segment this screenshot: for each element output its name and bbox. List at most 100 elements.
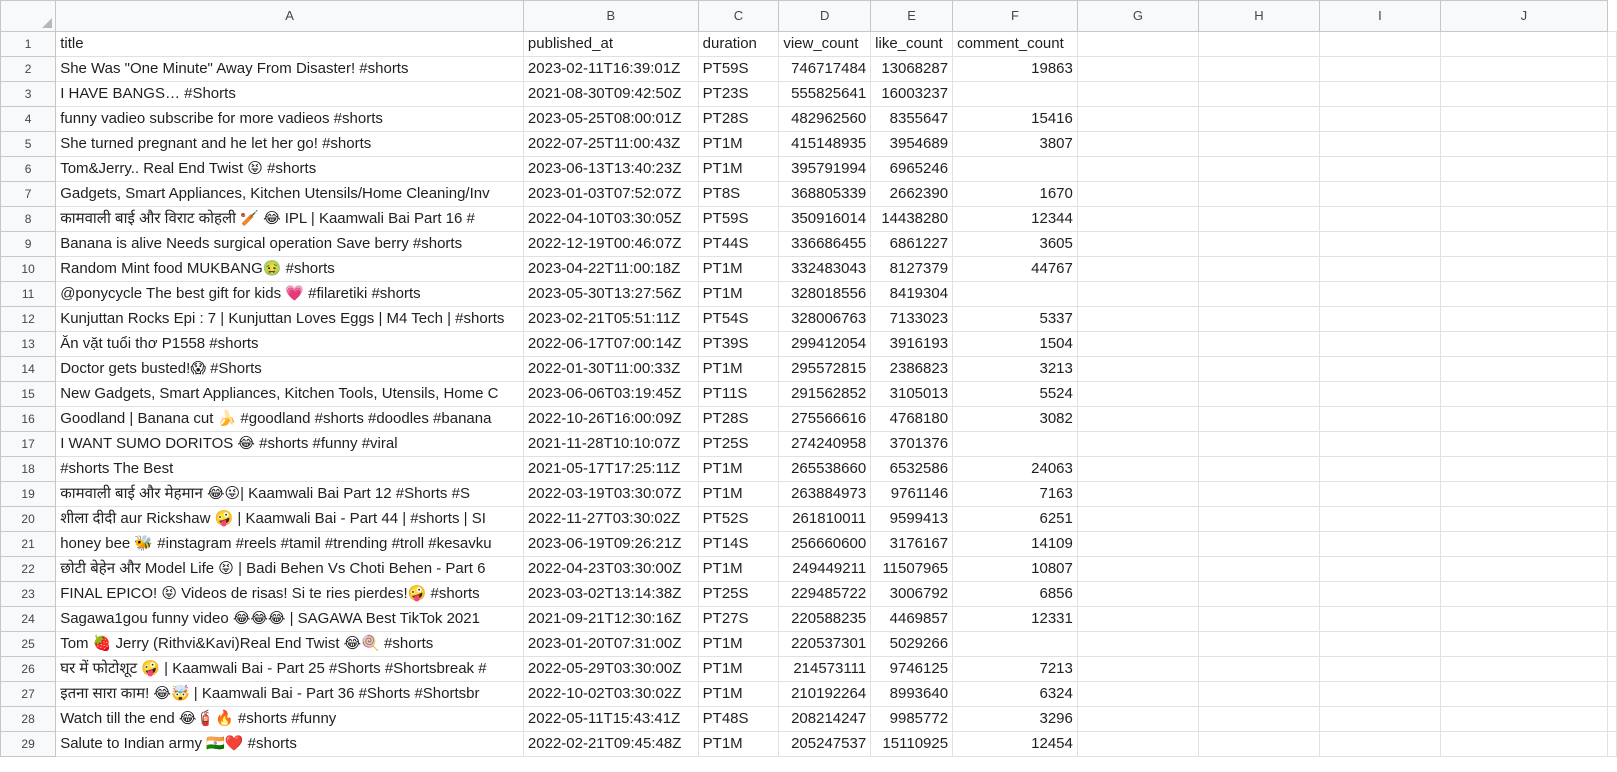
cell-duration[interactable]: PT48S	[697, 706, 780, 732]
row-number[interactable]: 7	[0, 181, 57, 207]
empty-cell[interactable]	[1076, 206, 1199, 232]
cell-title[interactable]: honey bee 🐝 #instagram #reels #tamil #tr…	[55, 531, 524, 557]
cell-comment-count[interactable]: 24063	[952, 456, 1078, 482]
cell-comment-count[interactable]: 3213	[952, 356, 1078, 382]
cell-published-at[interactable]: 2021-05-17T17:25:11Z	[522, 456, 699, 482]
empty-cell[interactable]	[1318, 81, 1441, 107]
cell-title[interactable]: Doctor gets busted!😱 #Shorts	[55, 356, 524, 382]
cell-duration[interactable]: PT59S	[697, 56, 780, 82]
empty-cell[interactable]	[1076, 706, 1199, 732]
empty-cell[interactable]	[1439, 356, 1609, 382]
row-number[interactable]: 16	[0, 406, 57, 432]
empty-cell[interactable]	[1197, 431, 1320, 457]
cell-duration[interactable]: PT1M	[697, 556, 780, 582]
cell-view-count[interactable]: 256660600	[778, 531, 872, 557]
cell-view-count[interactable]: 274240958	[778, 431, 872, 457]
empty-cell[interactable]	[1197, 631, 1320, 657]
cell-title[interactable]: Sagawa1gou funny video 😂😂😂 | SAGAWA Best…	[55, 606, 524, 632]
empty-cell[interactable]	[1318, 131, 1441, 157]
empty-cell[interactable]	[1607, 581, 1617, 607]
empty-cell[interactable]	[1076, 356, 1199, 382]
cell-comment-count[interactable]: 6251	[952, 506, 1078, 532]
empty-cell[interactable]	[1439, 231, 1609, 257]
empty-cell[interactable]	[1318, 481, 1441, 507]
empty-cell[interactable]	[1197, 206, 1320, 232]
empty-cell[interactable]	[1607, 731, 1617, 757]
empty-cell[interactable]	[1076, 331, 1199, 357]
cell-duration[interactable]: PT1M	[697, 131, 780, 157]
empty-cell[interactable]	[1607, 606, 1617, 632]
cell-published-at[interactable]: 2023-02-21T05:51:11Z	[522, 306, 699, 332]
empty-cell[interactable]	[1318, 256, 1441, 282]
cell-like-count[interactable]: 11507965	[870, 556, 954, 582]
empty-cell[interactable]	[1439, 381, 1609, 407]
cell-comment-count[interactable]: 3082	[952, 406, 1078, 432]
empty-cell[interactable]	[1076, 731, 1199, 757]
empty-cell[interactable]	[1076, 306, 1199, 332]
cell-view-count[interactable]: 275566616	[778, 406, 872, 432]
row-number[interactable]: 1	[0, 31, 57, 57]
cell-comment-count[interactable]	[952, 281, 1078, 307]
cell-published-at[interactable]: 2022-04-10T03:30:05Z	[522, 206, 699, 232]
empty-cell[interactable]	[1197, 656, 1320, 682]
cell-like-count[interactable]: 7133023	[870, 306, 954, 332]
empty-cell[interactable]	[1076, 281, 1199, 307]
empty-cell[interactable]	[1439, 206, 1609, 232]
cell-title[interactable]: कामवाली बाई और मेहमान 😂😜| Kaamwali Bai P…	[55, 481, 524, 507]
empty-cell[interactable]	[1197, 81, 1320, 107]
cell-view-count[interactable]: 249449211	[778, 556, 872, 582]
cell-title[interactable]: इतना सारा काम! 😂🤯 | Kaamwali Bai - Part …	[55, 681, 524, 707]
row-number[interactable]: 10	[0, 256, 57, 282]
empty-cell[interactable]	[1439, 31, 1609, 57]
empty-cell[interactable]	[1076, 456, 1199, 482]
empty-cell[interactable]	[1197, 306, 1320, 332]
empty-cell[interactable]	[1318, 631, 1441, 657]
cell-title[interactable]: funny vadieo subscribe for more vadieos …	[55, 106, 524, 132]
empty-cell[interactable]	[1607, 456, 1617, 482]
cell-like-count[interactable]: 2662390	[870, 181, 954, 207]
cell-like-count[interactable]: 2386823	[870, 356, 954, 382]
empty-cell[interactable]	[1607, 231, 1617, 257]
empty-cell[interactable]	[1318, 556, 1441, 582]
cell-view-count[interactable]: 229485722	[778, 581, 872, 607]
cell-comment-count[interactable]: 12454	[952, 731, 1078, 757]
empty-cell[interactable]	[1197, 456, 1320, 482]
cell-view-count[interactable]: 291562852	[778, 381, 872, 407]
cell-published-at[interactable]: 2023-06-06T03:19:45Z	[522, 381, 699, 407]
cell-published-at[interactable]: 2022-07-25T11:00:43Z	[522, 131, 699, 157]
row-number[interactable]: 8	[0, 206, 57, 232]
cell-comment-count[interactable]: 12344	[952, 206, 1078, 232]
cell-like-count[interactable]: 3701376	[870, 431, 954, 457]
cell-like-count[interactable]: 4768180	[870, 406, 954, 432]
cell-duration[interactable]: PT1M	[697, 356, 780, 382]
empty-cell[interactable]	[1607, 681, 1617, 707]
cell-published-at[interactable]: 2022-01-30T11:00:33Z	[522, 356, 699, 382]
empty-cell[interactable]	[1439, 256, 1609, 282]
cell-comment-count[interactable]: 12331	[952, 606, 1078, 632]
empty-cell[interactable]	[1076, 656, 1199, 682]
cell-duration[interactable]: PT27S	[697, 606, 780, 632]
cell-view-count[interactable]: 263884973	[778, 481, 872, 507]
empty-cell[interactable]	[1197, 506, 1320, 532]
cell-title[interactable]: Goodland | Banana cut 🍌 #goodland #short…	[55, 406, 524, 432]
empty-cell[interactable]	[1439, 581, 1609, 607]
cell-published-at[interactable]: 2022-06-17T07:00:14Z	[522, 331, 699, 357]
cell-like-count[interactable]: 8993640	[870, 681, 954, 707]
cell-header-title[interactable]: title	[55, 31, 524, 57]
empty-cell[interactable]	[1439, 306, 1609, 332]
cell-like-count[interactable]: 9599413	[870, 506, 954, 532]
empty-cell[interactable]	[1076, 606, 1199, 632]
cell-view-count[interactable]: 746717484	[778, 56, 872, 82]
empty-cell[interactable]	[1607, 131, 1617, 157]
empty-cell[interactable]	[1439, 156, 1609, 182]
cell-title[interactable]: Kunjuttan Rocks Epi : 7 | Kunjuttan Love…	[55, 306, 524, 332]
empty-cell[interactable]	[1197, 281, 1320, 307]
empty-cell[interactable]	[1318, 681, 1441, 707]
cell-title[interactable]: Ăn vặt tuổi thơ P1558 #shorts	[55, 331, 524, 357]
cell-duration[interactable]: PT52S	[697, 506, 780, 532]
empty-cell[interactable]	[1439, 731, 1609, 757]
cell-duration[interactable]: PT1M	[697, 281, 780, 307]
empty-cell[interactable]	[1318, 356, 1441, 382]
row-number[interactable]: 29	[0, 731, 57, 757]
cell-view-count[interactable]: 415148935	[778, 131, 872, 157]
